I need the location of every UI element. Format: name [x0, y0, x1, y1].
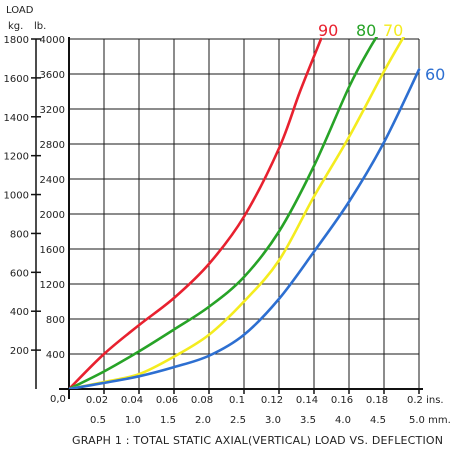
- series-line-90: [69, 37, 323, 389]
- y-tick-label-lb: 1600: [40, 245, 65, 256]
- series-label-70: 70: [383, 21, 403, 40]
- x-tick-label-mm: 3.0: [265, 415, 281, 426]
- x-tick-label-in: 0.14: [296, 395, 318, 406]
- series-label-60: 60: [425, 65, 445, 84]
- y-units-lb: lb.: [34, 21, 46, 32]
- x-tick-label-in: 0.08: [191, 395, 213, 406]
- x-tick-label-mm: 1.5: [160, 415, 176, 426]
- axes: [35, 37, 423, 399]
- x-tick-label-in: 0.06: [156, 395, 178, 406]
- y-tick-label-lb: 1200: [40, 280, 65, 291]
- series-line-80: [69, 37, 379, 389]
- y-tick-label-kg: 800: [10, 229, 29, 240]
- x-tick-label-mm: 4.0: [335, 415, 351, 426]
- x-tick-label-in: 0.1: [229, 395, 245, 406]
- y-tick-label-lb: 4000: [40, 35, 65, 46]
- y-tick-label-lb: 2800: [40, 140, 65, 151]
- x-tick-label-mm: 4.5: [370, 415, 386, 426]
- series-line-70: [69, 37, 406, 389]
- y-tick-label-kg: 1000: [4, 191, 29, 202]
- y-tick-label-kg: 1800: [4, 35, 29, 46]
- y-units-kg: kg.: [8, 21, 23, 32]
- x-tick-label-mm: 1.0: [125, 415, 141, 426]
- y-tick-label-lb: 2400: [40, 175, 65, 186]
- y-tick-label-lb: 2000: [40, 210, 65, 221]
- y-tick-label-kg: 400: [10, 307, 29, 318]
- y-tick-label-lb: 3200: [40, 105, 65, 116]
- x-tick-label-in: 0.04: [121, 395, 143, 406]
- origin-label: 0,0: [50, 394, 66, 405]
- x-tick-label-in: 0.2 ins.: [407, 395, 444, 406]
- y-tick-label-kg: 200: [10, 346, 29, 357]
- x-tick-label-in: 0.18: [366, 395, 388, 406]
- x-tick-label-mm: 2.5: [230, 415, 246, 426]
- y-tick-label-lb: 3600: [40, 70, 65, 81]
- series-label-90: 90: [318, 21, 338, 40]
- y-tick-label-kg: 1400: [4, 113, 29, 124]
- x-tick-label-mm: 2.0: [195, 415, 211, 426]
- chart-title: GRAPH 1 : TOTAL STATIC AXIAL(VERTICAL) L…: [72, 434, 443, 447]
- y-tick-label-kg: 600: [10, 268, 29, 279]
- grid-lines: [69, 38, 420, 389]
- x-tick-label-mm: 0.5: [90, 415, 106, 426]
- series-line-60: [69, 68, 421, 389]
- x-tick-label-in: 0.02: [86, 395, 108, 406]
- data-series: [69, 37, 421, 389]
- x-tick-label-in: 0.12: [261, 395, 283, 406]
- tick-labels: 200 400 600 800 1000 1200 1400 1600 1800 400 800 12…: [4, 35, 450, 426]
- y-tick-label-kg: 1200: [4, 152, 29, 163]
- y-axis-title: LOAD: [6, 5, 34, 16]
- x-tick-label-mm: 3.5: [300, 415, 316, 426]
- y-tick-label-kg: 1600: [4, 74, 29, 85]
- y-tick-label-lb: 800: [46, 315, 65, 326]
- series-labels: 90 80 70 60: [318, 21, 445, 84]
- series-label-80: 80: [356, 21, 376, 40]
- x-tick-label-in: 0.16: [331, 395, 353, 406]
- y-tick-label-lb: 400: [46, 350, 65, 361]
- x-tick-label-mm: 5.0 mm.: [409, 415, 450, 426]
